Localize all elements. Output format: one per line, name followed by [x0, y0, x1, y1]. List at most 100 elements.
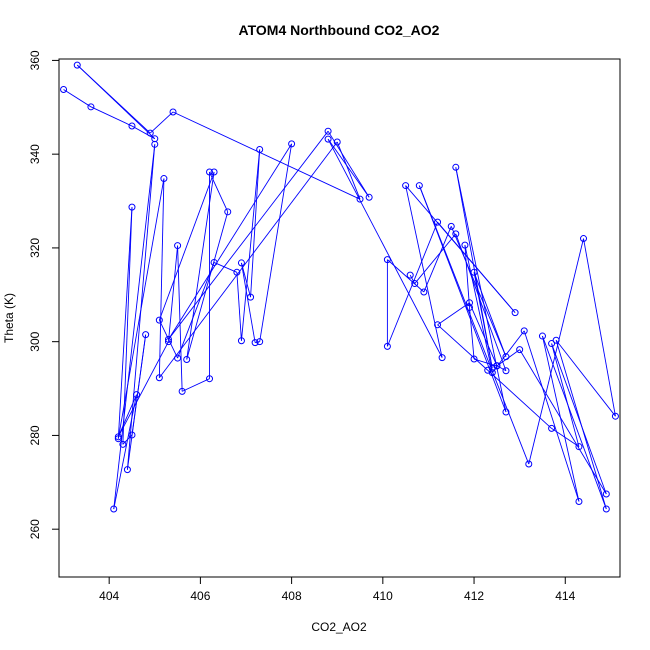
data-point: [155, 316, 163, 324]
series-segment: [523, 330, 580, 502]
chart-title: ATOM4 Northbound CO2_AO2: [239, 22, 440, 38]
series-segment: [76, 64, 151, 134]
data-point: [174, 242, 182, 250]
data-point: [87, 103, 95, 111]
data-point: [548, 424, 556, 432]
data-point: [251, 339, 259, 347]
data-point: [324, 127, 332, 135]
data-point: [465, 303, 473, 311]
data-point: [575, 443, 583, 451]
series-segment: [63, 89, 92, 108]
data-point: [123, 466, 131, 474]
y-tick-label: 260: [28, 519, 42, 539]
series-segment: [496, 349, 520, 367]
series-segment: [158, 141, 338, 379]
data-point: [256, 145, 264, 153]
y-tick-label: 340: [28, 144, 42, 164]
data-point: [146, 129, 154, 137]
data-point: [602, 490, 610, 498]
data-point: [160, 175, 168, 183]
series-segment: [327, 130, 370, 198]
series-segment: [131, 125, 155, 140]
series-segment: [250, 149, 261, 298]
data-point: [133, 391, 141, 399]
x-tick-label: 410: [373, 589, 393, 603]
series-segment: [90, 106, 133, 127]
data-point: [383, 342, 391, 350]
data-point: [356, 195, 364, 203]
series-segment: [583, 238, 616, 417]
series-segment: [473, 358, 497, 367]
data-point: [224, 208, 232, 216]
x-tick-label: 404: [99, 589, 119, 603]
data-point: [155, 374, 163, 382]
series-segment: [519, 349, 607, 495]
x-axis: 404 406 408 410 412 414: [99, 576, 576, 603]
data-point: [611, 412, 619, 420]
series-segment: [414, 233, 457, 284]
data-point: [247, 293, 255, 301]
series-segment: [437, 324, 489, 371]
series-segment: [186, 211, 229, 360]
data-point: [461, 241, 469, 249]
data-point: [470, 355, 478, 363]
series-segment: [405, 185, 443, 358]
data-point: [470, 268, 478, 276]
y-axis: 260 280 300 320 340 360: [28, 50, 60, 539]
data-point: [169, 108, 177, 116]
data-point: [206, 375, 214, 383]
series-segment: [455, 233, 507, 371]
data-point: [233, 268, 241, 276]
data-point: [178, 387, 186, 395]
series-points-group: [60, 61, 619, 513]
data-point: [164, 338, 172, 346]
series-segment: [240, 149, 261, 341]
series-segment: [117, 341, 169, 438]
data-point: [110, 505, 118, 513]
data-point: [324, 135, 332, 143]
data-point: [237, 337, 245, 345]
data-point: [552, 336, 560, 344]
series-segment: [464, 245, 493, 373]
series-segment: [259, 143, 293, 342]
series-segment: [496, 365, 507, 372]
series-segment: [327, 138, 443, 358]
series-segment: [551, 343, 607, 495]
data-point: [383, 256, 391, 264]
data-point: [538, 332, 546, 340]
series-segment: [113, 144, 156, 510]
series-segment: [542, 335, 607, 510]
series-segment: [409, 274, 416, 284]
series-segment: [469, 307, 475, 360]
y-tick-label: 280: [28, 425, 42, 445]
data-point: [183, 355, 191, 363]
data-point: [511, 309, 519, 317]
data-point: [580, 235, 588, 243]
series-segment: [551, 343, 580, 447]
series-segment: [455, 167, 493, 369]
data-point: [415, 182, 423, 190]
series-segment: [149, 111, 174, 134]
data-point: [60, 85, 68, 93]
data-point: [128, 203, 136, 211]
data-point: [206, 168, 214, 176]
series-segment: [469, 302, 498, 366]
series-segment: [418, 185, 530, 465]
data-point: [516, 346, 524, 354]
data-point: [434, 321, 442, 329]
y-tick-label: 360: [28, 50, 42, 70]
x-tick-label: 412: [464, 589, 484, 603]
y-tick-label: 320: [28, 238, 42, 258]
series-segment: [327, 138, 370, 198]
data-point: [520, 327, 528, 335]
series-segment: [464, 245, 470, 308]
series-segment: [117, 207, 133, 439]
series-line-group: [63, 64, 616, 510]
data-point: [333, 138, 341, 146]
data-point: [452, 230, 460, 238]
data-point: [493, 362, 501, 370]
data-point: [420, 288, 428, 296]
series-segment: [241, 262, 251, 298]
series-segment: [437, 302, 470, 326]
